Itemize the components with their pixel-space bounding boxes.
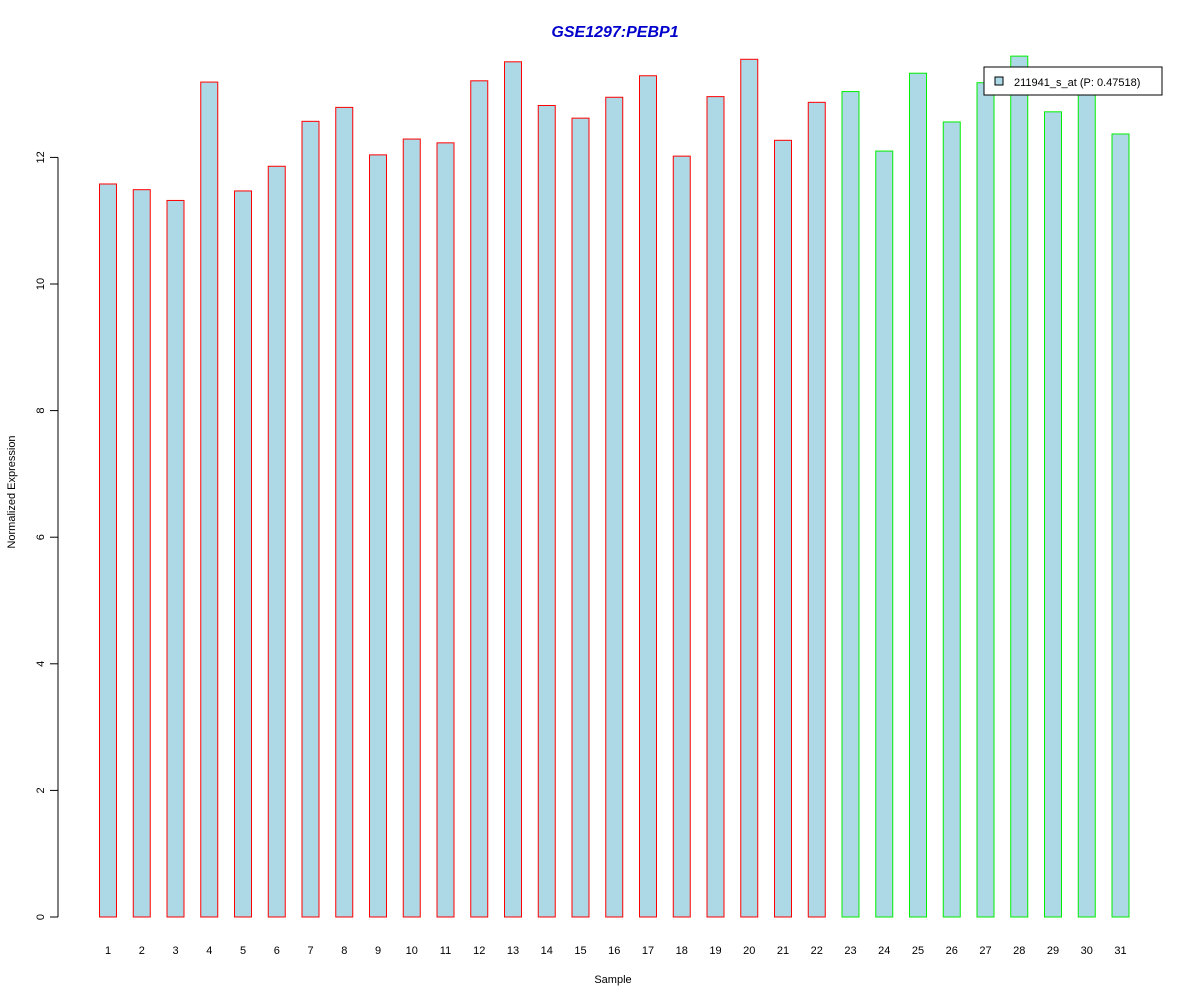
x-tick-label: 17 — [642, 945, 654, 957]
x-tick-label: 24 — [878, 945, 890, 957]
x-tick-label: 12 — [473, 945, 485, 957]
x-tick-label: 21 — [777, 945, 789, 957]
bar-sample-20 — [740, 58, 759, 918]
bar-sample-24 — [875, 150, 894, 918]
bar-sample-28 — [1010, 55, 1029, 918]
bar-sample-10 — [402, 138, 421, 918]
x-tick-label: 20 — [743, 945, 755, 957]
bar-sample-5 — [234, 190, 252, 918]
x-tick-label: 25 — [912, 945, 924, 957]
x-tick-label: 2 — [139, 945, 145, 957]
bar-sample-30 — [1077, 89, 1096, 918]
bar-sample-31 — [1111, 133, 1130, 918]
x-tick-label: 1 — [105, 945, 111, 957]
y-axis-label: Normalized Expression — [6, 435, 18, 548]
x-tick-label: 4 — [206, 945, 212, 957]
bar-sample-3 — [166, 199, 185, 918]
x-tick-label: 3 — [172, 945, 178, 957]
bar-sample-2 — [132, 189, 151, 918]
bar-sample-25 — [909, 72, 927, 918]
y-axis: 0 2 4 6 8 10 12 — [35, 151, 59, 920]
y-tick-label: 10 — [35, 278, 47, 290]
y-tick-label: 8 — [35, 408, 47, 414]
bar-sample-1 — [99, 183, 117, 918]
y-tick-label: 12 — [35, 151, 47, 163]
x-tick-label: 13 — [507, 945, 519, 957]
y-tick-label: 6 — [35, 534, 47, 540]
x-tick-label: 11 — [440, 945, 451, 957]
legend: 211941_s_at (P: 0.47518) — [983, 66, 1163, 96]
bar-sample-23 — [841, 91, 860, 918]
bar-sample-16 — [605, 96, 624, 918]
bar-sample-17 — [639, 75, 657, 918]
bar-sample-22 — [807, 101, 826, 918]
bars — [99, 55, 1130, 918]
bar-sample-15 — [571, 117, 590, 918]
y-tick-label: 0 — [35, 914, 47, 920]
x-tick-label: 19 — [709, 945, 721, 957]
x-tick-label: 18 — [676, 945, 688, 957]
bar-sample-27 — [976, 82, 995, 918]
y-tick-label: 4 — [35, 661, 47, 667]
x-tick-label: 5 — [240, 945, 246, 957]
bar-sample-18 — [672, 155, 691, 918]
x-tick-label: 6 — [274, 945, 280, 957]
bar-sample-26 — [942, 121, 961, 918]
x-tick-label: 28 — [1013, 945, 1025, 957]
legend-label: 211941_s_at (P: 0.47518) — [1014, 77, 1140, 89]
bar-sample-29 — [1044, 111, 1062, 918]
bar-sample-13 — [504, 61, 522, 918]
x-tick-label: 9 — [375, 945, 381, 957]
x-tick-label: 23 — [844, 945, 856, 957]
x-tick-label: 16 — [608, 945, 620, 957]
bar-sample-8 — [335, 106, 354, 918]
x-tick-label: 29 — [1047, 945, 1059, 957]
x-tick-label: 22 — [811, 945, 823, 957]
bar-sample-4 — [200, 81, 219, 918]
x-tick-label: 15 — [574, 945, 586, 957]
x-tick-labels: 1 2 3 4 5 6 7 8 9 10 11 12 13 14 15 16 17 18 19 20 21 22 23 24 2… — [105, 945, 1127, 957]
x-tick-label: 10 — [406, 945, 418, 957]
y-tick-label: 2 — [35, 787, 47, 793]
x-tick-label: 30 — [1081, 945, 1093, 957]
bar-sample-6 — [267, 165, 286, 918]
bar-sample-7 — [301, 120, 320, 918]
x-tick-label: 14 — [541, 945, 553, 957]
legend-box — [983, 66, 1163, 96]
bar-sample-19 — [706, 96, 725, 918]
x-axis-label: Sample — [594, 974, 631, 986]
legend-swatch — [994, 76, 1004, 86]
x-tick-label: 8 — [341, 945, 347, 957]
bar-sample-12 — [470, 80, 489, 918]
x-tick-label: 26 — [946, 945, 958, 957]
x-tick-label: 7 — [307, 945, 313, 957]
bar-sample-9 — [369, 154, 387, 918]
x-tick-label: 27 — [979, 945, 991, 957]
chart-title: GSE1297:PEBP1 — [551, 24, 678, 41]
bar-sample-21 — [774, 139, 792, 918]
bar-sample-14 — [537, 104, 556, 918]
x-tick-label: 31 — [1114, 945, 1126, 957]
bar-sample-11 — [436, 142, 455, 918]
